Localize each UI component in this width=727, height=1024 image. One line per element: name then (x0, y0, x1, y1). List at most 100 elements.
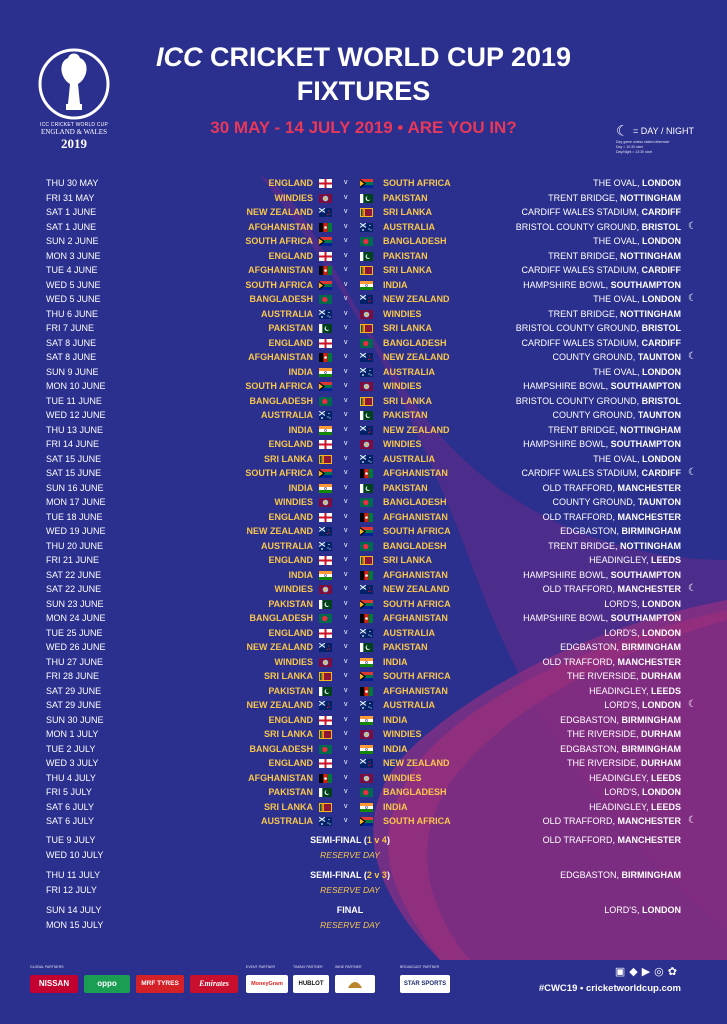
venue-name: CARDIFF WALES STADIUM, (521, 265, 639, 275)
away-flag-icon (360, 730, 373, 739)
venue-city: SOUTHAMPTON (610, 439, 681, 449)
venue: OLD TRAFFORD, MANCHESTER (543, 481, 681, 496)
away-team: PAKISTAN (383, 410, 428, 420)
venue-name: THE OVAL, (593, 236, 640, 246)
youtube-icon[interactable]: ▶ (641, 966, 655, 978)
fixture-row: SAT 1 JUNE AFGHANISTAN v AUSTRALIA BRISTOL C… (0, 220, 727, 235)
away-flag-icon (360, 773, 373, 783)
logo-line1: ICC CRICKET WORLD CUP (39, 122, 108, 128)
venue-city: SOUTHAMPTON (610, 381, 681, 391)
away-flag-icon (360, 353, 373, 362)
venue: THE RIVERSIDE, DURHAM (567, 669, 681, 684)
versus-label: v (344, 440, 348, 447)
home-team: NEW ZEALAND (246, 700, 314, 710)
home-team: ENGLAND (268, 714, 314, 725)
home-flag-icon (319, 295, 332, 304)
venue: LORD'S, LONDON (604, 597, 681, 612)
home-flag-icon (319, 309, 332, 319)
venue-name: CARDIFF WALES STADIUM, (521, 337, 639, 348)
away-flag-icon (360, 266, 373, 275)
away-team: AUSTRALIA (383, 366, 435, 377)
match-date: SAT 8 JUNE (46, 352, 97, 362)
away-team: AFGHANISTAN (383, 511, 448, 522)
fixture-row: SAT 6 JULY AUSTRALIA v SOUTH AFRICA OLD TRAF… (0, 814, 727, 829)
website-link[interactable]: cricketworldcup.com (585, 983, 681, 994)
home-flag-icon (319, 527, 332, 536)
match-date: THU 6 JUNE (46, 308, 99, 319)
versus-label: v (344, 396, 348, 404)
match-date: SAT 1 JUNE (46, 207, 97, 217)
match-date: FRI 14 JUNE (46, 439, 100, 449)
match-date: SUN 30 JUNE (46, 714, 104, 725)
away-team: SRI LANKA (383, 323, 432, 333)
venue: THE OVAL, LONDON (593, 176, 681, 191)
venue-name: BRISTOL COUNTY GROUND, (515, 395, 640, 406)
hashtag-link[interactable]: #CWC19 (538, 983, 578, 994)
home-team: NEW ZEALAND (246, 526, 314, 536)
facebook-icon[interactable]: ▣ (614, 966, 630, 978)
home-team: NEW ZEALAND (246, 642, 314, 652)
home-team: ENGLAND (268, 555, 314, 565)
home-team: SRI LANKA (264, 671, 313, 681)
versus-label: v (344, 411, 348, 418)
away-team: WINDIES (383, 308, 422, 319)
fixture-row: MON 3 JUNE ENGLAND v PAKISTAN TRENT BRIDGE, … (0, 249, 727, 264)
logo-year: 2019 (61, 136, 87, 151)
venue-city: CARDIFF (641, 265, 682, 275)
reserve-day-row: FRI 12 JULY RESERVE DAY (0, 883, 727, 898)
home-flag-icon (319, 454, 332, 464)
fixture-row: FRI 21 JUNE ENGLAND v SRI LANKA HEADINGLEY, … (0, 553, 727, 568)
away-flag-icon (360, 208, 373, 217)
versus-label: v (344, 382, 348, 389)
venue-name: LORD'S, (604, 700, 640, 710)
venue-name: HEADINGLEY, (589, 801, 649, 812)
home-flag-icon (319, 237, 332, 246)
match-date: FRI 7 JUNE (46, 323, 95, 333)
match-date: SAT 15 JUNE (46, 468, 102, 478)
versus-label: v (344, 179, 348, 186)
venue: EDGBASTON, BIRMINGHAM (560, 713, 681, 728)
venue-city: DURHAM (641, 758, 681, 768)
moon-icon: ☾ (688, 293, 697, 304)
away-team: PAKISTAN (383, 482, 428, 493)
away-flag-icon (360, 498, 373, 507)
knockout-pairing: 1 v 4 (366, 835, 387, 845)
venue-name: CARDIFF WALES STADIUM, (521, 207, 639, 217)
fixture-row: TUE 2 JULY BANGLADESH v INDIA EDGBASTON, BIR… (0, 742, 727, 757)
versus-label: v (344, 817, 348, 824)
home-team: ENGLAND (268, 758, 314, 768)
away-flag-icon (360, 280, 373, 290)
venue: LORD'S, LONDON (604, 785, 681, 800)
away-team: WINDIES (383, 772, 422, 783)
home-team: WINDIES (274, 584, 313, 594)
away-team: AUSTRALIA (383, 453, 435, 464)
fixture-row: MON 1 JULY SRI LANKA v WINDIES THE RIVERSIDE… (0, 727, 727, 742)
fixture-row: THU 20 JUNE AUSTRALIA v BANGLADESH TRENT BRI… (0, 539, 727, 554)
venue-city: NOTTINGHAM (620, 192, 681, 203)
away-team: AUSTRALIA (383, 700, 435, 710)
moon-icon: ☾ (616, 122, 629, 139)
venue-name: OLD TRAFFORD, (542, 511, 615, 522)
venue: TRENT BRIDGE, NOTTINGHAM (548, 423, 681, 438)
away-flag-icon (360, 628, 373, 638)
away-flag-icon (360, 309, 373, 319)
fixture-row: THU 13 JUNE INDIA v NEW ZEALAND TRENT BRIDGE… (0, 423, 727, 438)
home-team: INDIA (288, 569, 314, 580)
fixture-row: SUN 9 JUNE INDIA v AUSTRALIA THE OVAL, LONDO… (0, 365, 727, 380)
venue: THE OVAL, LONDON (593, 365, 681, 380)
reserve-day-row: MON 15 JULY RESERVE DAY (0, 918, 727, 933)
snapchat-icon[interactable]: ✿ (667, 966, 681, 978)
home-team: SRI LANKA (264, 729, 313, 739)
twitter-icon[interactable]: ◆ (629, 966, 642, 978)
venue: TRENT BRIDGE, NOTTINGHAM (548, 539, 681, 554)
venue-city: SOUTHAMPTON (610, 569, 681, 580)
venue-name: THE RIVERSIDE, (566, 729, 639, 739)
home-team: INDIA (288, 366, 314, 377)
instagram-icon[interactable]: ◎ (654, 966, 668, 978)
match-date: TUE 11 JUNE (46, 395, 102, 406)
venue: OLD TRAFFORD, MANCHESTER (543, 655, 681, 670)
venue: OLD TRAFFORD, MANCHESTER (543, 814, 681, 829)
versus-label: v (344, 730, 348, 737)
away-flag-icon (360, 512, 373, 522)
venue-name: HAMPSHIRE BOWL, (523, 613, 609, 623)
